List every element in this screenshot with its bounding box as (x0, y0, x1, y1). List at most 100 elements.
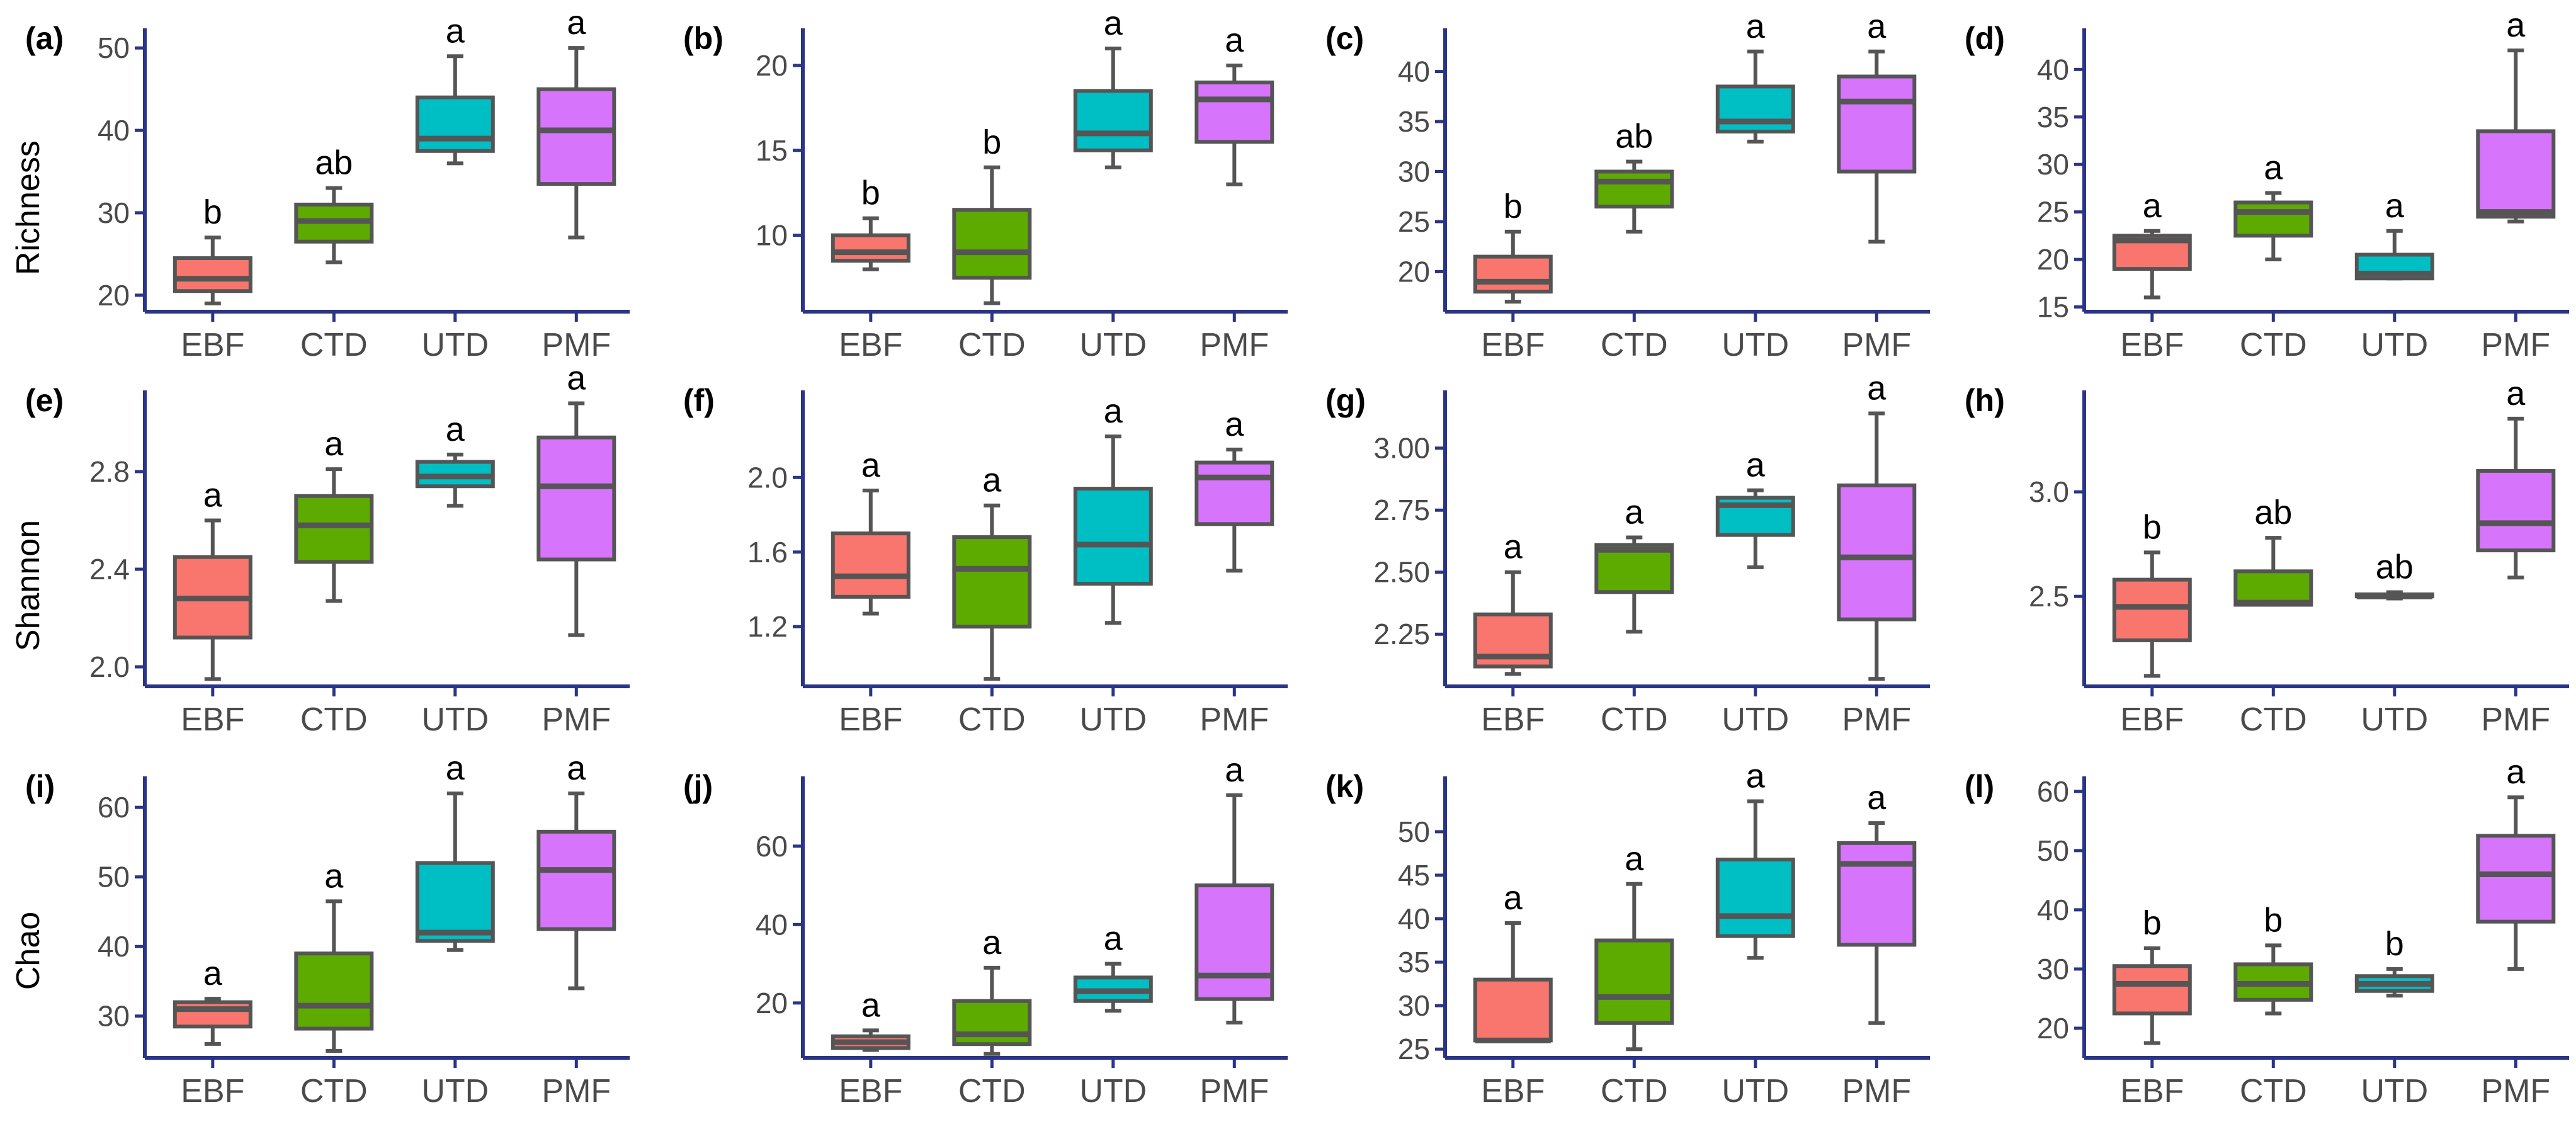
y-tick-label: 20 (2037, 243, 2069, 276)
box-ctd (294, 494, 374, 564)
significance-letter: ab (2376, 548, 2414, 586)
x-tick-label: UTD (1722, 327, 1789, 363)
x-tick-label: UTD (421, 701, 489, 738)
significance-letter: a (1104, 4, 1123, 42)
panel-label: (h) (1965, 383, 2005, 418)
x-tick-label: UTD (1079, 701, 1147, 738)
y-tick-label: 40 (2037, 894, 2069, 926)
box-pmf (1837, 74, 1917, 174)
significance-letter: a (1867, 8, 1887, 45)
x-tick-label: PMF (1842, 1073, 1911, 1109)
x-tick-label: PMF (2481, 327, 2550, 363)
y-tick-label: 2.0 (747, 461, 788, 494)
x-tick-label: UTD (1722, 701, 1789, 738)
y-tick-label: 25 (1398, 205, 1430, 238)
x-tick-label: CTD (958, 327, 1026, 363)
box-ctd (1594, 938, 1674, 1025)
x-tick-label: UTD (2361, 327, 2428, 363)
box-pmf (536, 829, 616, 931)
x-tick-label: CTD (1601, 701, 1668, 738)
x-tick-label: EBF (2120, 1073, 2184, 1109)
row-label-chao: Chao (10, 912, 47, 990)
box-ebf (2112, 577, 2192, 642)
x-tick-label: CTD (958, 1073, 1026, 1109)
y-tick-label: 50 (98, 861, 130, 894)
significance-letter: a (861, 446, 881, 484)
y-tick-label: 1.2 (747, 610, 788, 643)
x-tick-label: CTD (2240, 327, 2307, 363)
significance-letter: a (982, 462, 1002, 499)
x-tick-label: EBF (839, 701, 902, 738)
significance-letter: a (2143, 187, 2162, 225)
panel-label: (f) (683, 383, 715, 418)
significance-letter: a (1867, 779, 1887, 817)
y-tick-label: 3.00 (1373, 432, 1430, 465)
y-tick-label: 15 (2037, 290, 2069, 323)
y-tick-label: 40 (1398, 55, 1430, 88)
x-tick-label: CTD (1601, 1073, 1668, 1109)
box-pmf (1194, 460, 1274, 526)
box-ebf (831, 531, 911, 599)
x-tick-label: PMF (2481, 1073, 2550, 1109)
x-tick-label: EBF (181, 701, 244, 738)
box-utd (415, 95, 495, 153)
box-pmf (2476, 468, 2556, 553)
x-tick-label: CTD (2240, 701, 2307, 738)
significance-letter: a (1225, 751, 1244, 789)
box-pmf (1837, 483, 1917, 621)
significance-letter: a (982, 924, 1002, 962)
y-tick-label: 20 (756, 49, 788, 82)
y-tick-label: 40 (1398, 902, 1430, 935)
significance-letter: a (2506, 6, 2526, 44)
x-tick-label: UTD (2361, 701, 2428, 738)
significance-letter: a (567, 360, 586, 397)
x-tick-label: UTD (2361, 1073, 2428, 1109)
significance-letter: a (2385, 187, 2405, 225)
x-tick-label: PMF (1200, 701, 1269, 738)
y-tick-label: 30 (2037, 953, 2069, 985)
y-tick-label: 60 (98, 791, 130, 824)
box-pmf (1194, 80, 1274, 144)
x-tick-label: PMF (2481, 701, 2550, 738)
box-ebf (1473, 977, 1553, 1043)
x-tick-label: CTD (300, 701, 368, 738)
box-pmf (1194, 883, 1274, 1001)
box-utd (1715, 84, 1795, 133)
x-tick-label: EBF (2120, 701, 2184, 738)
significance-letter: a (2506, 375, 2526, 412)
box-ebf (2112, 964, 2192, 1016)
y-tick-label: 25 (2037, 196, 2069, 229)
x-tick-label: EBF (839, 1073, 902, 1109)
x-tick-label: CTD (2240, 1073, 2307, 1109)
y-tick-label: 30 (2037, 148, 2069, 181)
y-tick-label: 50 (2037, 834, 2069, 867)
box-ebf (1473, 254, 1553, 294)
x-tick-label: PMF (1842, 327, 1911, 363)
y-tick-label: 10 (756, 219, 788, 252)
significance-letter: a (1504, 879, 1523, 917)
row-label-shannon: Shannon (10, 520, 47, 651)
significance-letter: b (2143, 508, 2162, 546)
significance-letter: a (2264, 149, 2283, 186)
box-ebf (173, 1000, 252, 1029)
panel-label: (a) (25, 21, 64, 56)
x-tick-label: UTD (421, 1073, 489, 1109)
significance-letter: a (861, 986, 881, 1024)
significance-letter: b (2385, 925, 2404, 963)
row-label-richness: Richness (10, 140, 47, 275)
significance-letter: a (1867, 370, 1887, 407)
box-utd (1073, 89, 1153, 152)
box-ctd (294, 951, 374, 1031)
box-pmf (2476, 129, 2556, 219)
x-tick-label: PMF (1842, 701, 1911, 738)
significance-letter: a (324, 857, 344, 895)
y-tick-label: 30 (1398, 156, 1430, 188)
box-utd (1715, 858, 1795, 938)
y-tick-label: 60 (756, 830, 788, 863)
y-tick-label: 2.0 (89, 650, 130, 683)
box-utd (1073, 487, 1153, 586)
significance-letter: b (982, 123, 1001, 161)
significance-letter: a (567, 749, 586, 787)
significance-letter: ab (1615, 118, 1653, 156)
